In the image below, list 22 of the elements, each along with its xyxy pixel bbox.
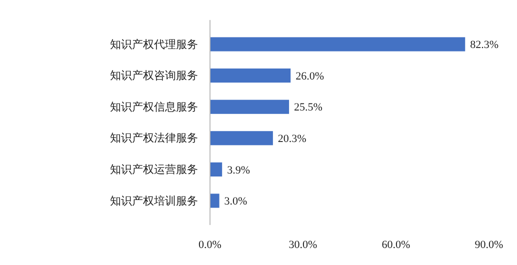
bar xyxy=(210,100,290,114)
y-tick-label: 知识产权信息服务 xyxy=(110,100,198,114)
x-tick-label: 60.0% xyxy=(382,238,410,251)
data-label: 3.0% xyxy=(224,196,248,208)
y-tick-label: 知识产权咨询服务 xyxy=(110,69,198,82)
data-label: 26.0% xyxy=(296,70,324,82)
data-label: 82.3% xyxy=(470,39,499,52)
x-tick-label: 30.0% xyxy=(288,238,318,251)
y-tick-label: 知识产权法律服务 xyxy=(110,132,198,145)
bar xyxy=(210,37,466,52)
bar xyxy=(210,162,222,176)
x-tick-label: 0.0% xyxy=(198,238,222,251)
data-label: 3.9% xyxy=(227,164,250,176)
bar xyxy=(210,194,220,208)
bar xyxy=(210,68,291,83)
y-tick-label: 知识产权培训服务 xyxy=(110,194,198,208)
data-label: 20.3% xyxy=(278,133,306,145)
x-tick-label: 90.0% xyxy=(474,238,504,251)
y-tick-label: 知识产权运营服务 xyxy=(110,162,198,176)
data-label: 25.5% xyxy=(294,102,322,114)
bar xyxy=(210,131,273,146)
y-tick-label: 知识产权代理服务 xyxy=(110,38,198,51)
